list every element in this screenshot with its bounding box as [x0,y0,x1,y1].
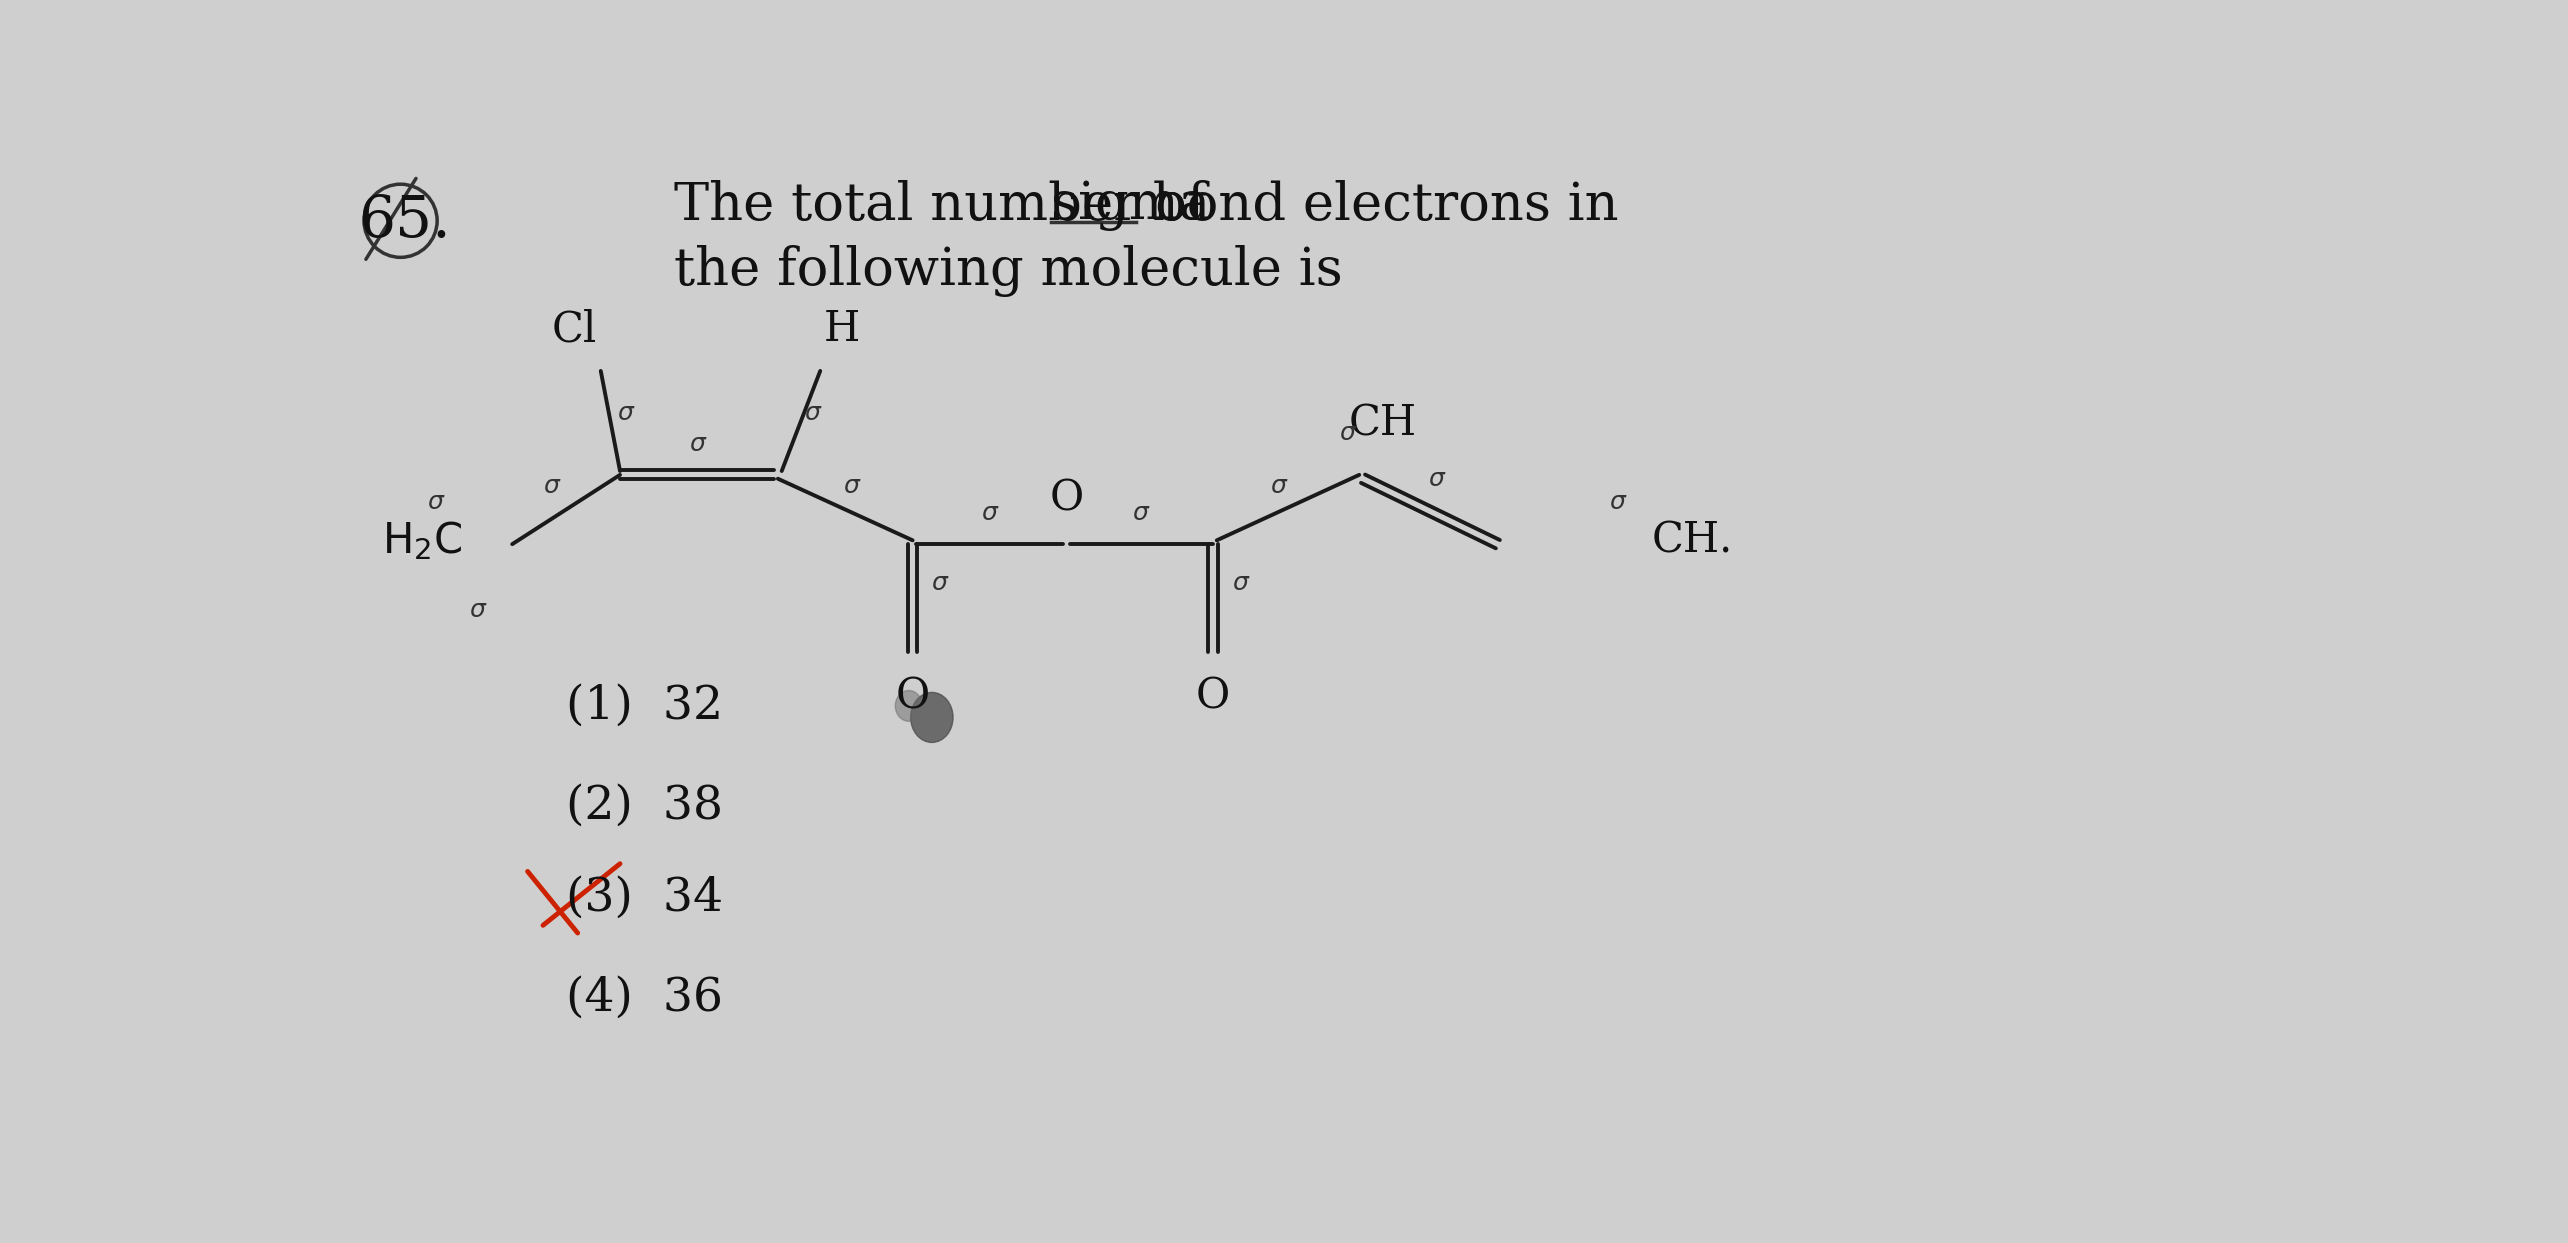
Text: σ: σ [426,490,444,513]
Text: σ: σ [981,501,996,526]
Ellipse shape [912,692,953,742]
Text: O: O [1197,675,1230,717]
Text: (4)  36: (4) 36 [565,976,724,1021]
Text: 65.: 65. [357,193,452,249]
Text: the following molecule is: the following molecule is [673,245,1343,297]
Text: σ: σ [1428,466,1443,491]
Text: σ: σ [1132,501,1148,526]
Text: H: H [824,308,860,351]
Text: $\mathsf{H_2C}$: $\mathsf{H_2C}$ [383,518,462,562]
Text: CH: CH [1348,401,1418,444]
Text: σ: σ [542,475,560,498]
Text: (1)  32: (1) 32 [565,684,724,728]
Text: The total number of: The total number of [673,180,1222,231]
Text: (3)  34: (3) 34 [565,876,724,921]
Text: σ: σ [1233,571,1248,594]
Text: (2)  38: (2) 38 [565,783,724,829]
Text: σ: σ [688,433,706,456]
Text: O: O [896,675,930,717]
Text: O: O [1050,477,1084,520]
Text: sigma: sigma [1050,180,1210,231]
Text: σ: σ [932,571,948,594]
Text: σ: σ [804,401,819,425]
Text: σ: σ [1271,475,1287,498]
Text: σ: σ [1340,420,1356,445]
Text: σ: σ [1610,490,1626,513]
Text: Cl: Cl [552,308,596,351]
Text: σ: σ [616,401,634,425]
Text: σ: σ [842,475,858,498]
Text: CH.: CH. [1651,520,1733,562]
Text: bond electrons in: bond electrons in [1135,180,1618,231]
Text: σ: σ [470,598,485,622]
Ellipse shape [896,690,922,721]
